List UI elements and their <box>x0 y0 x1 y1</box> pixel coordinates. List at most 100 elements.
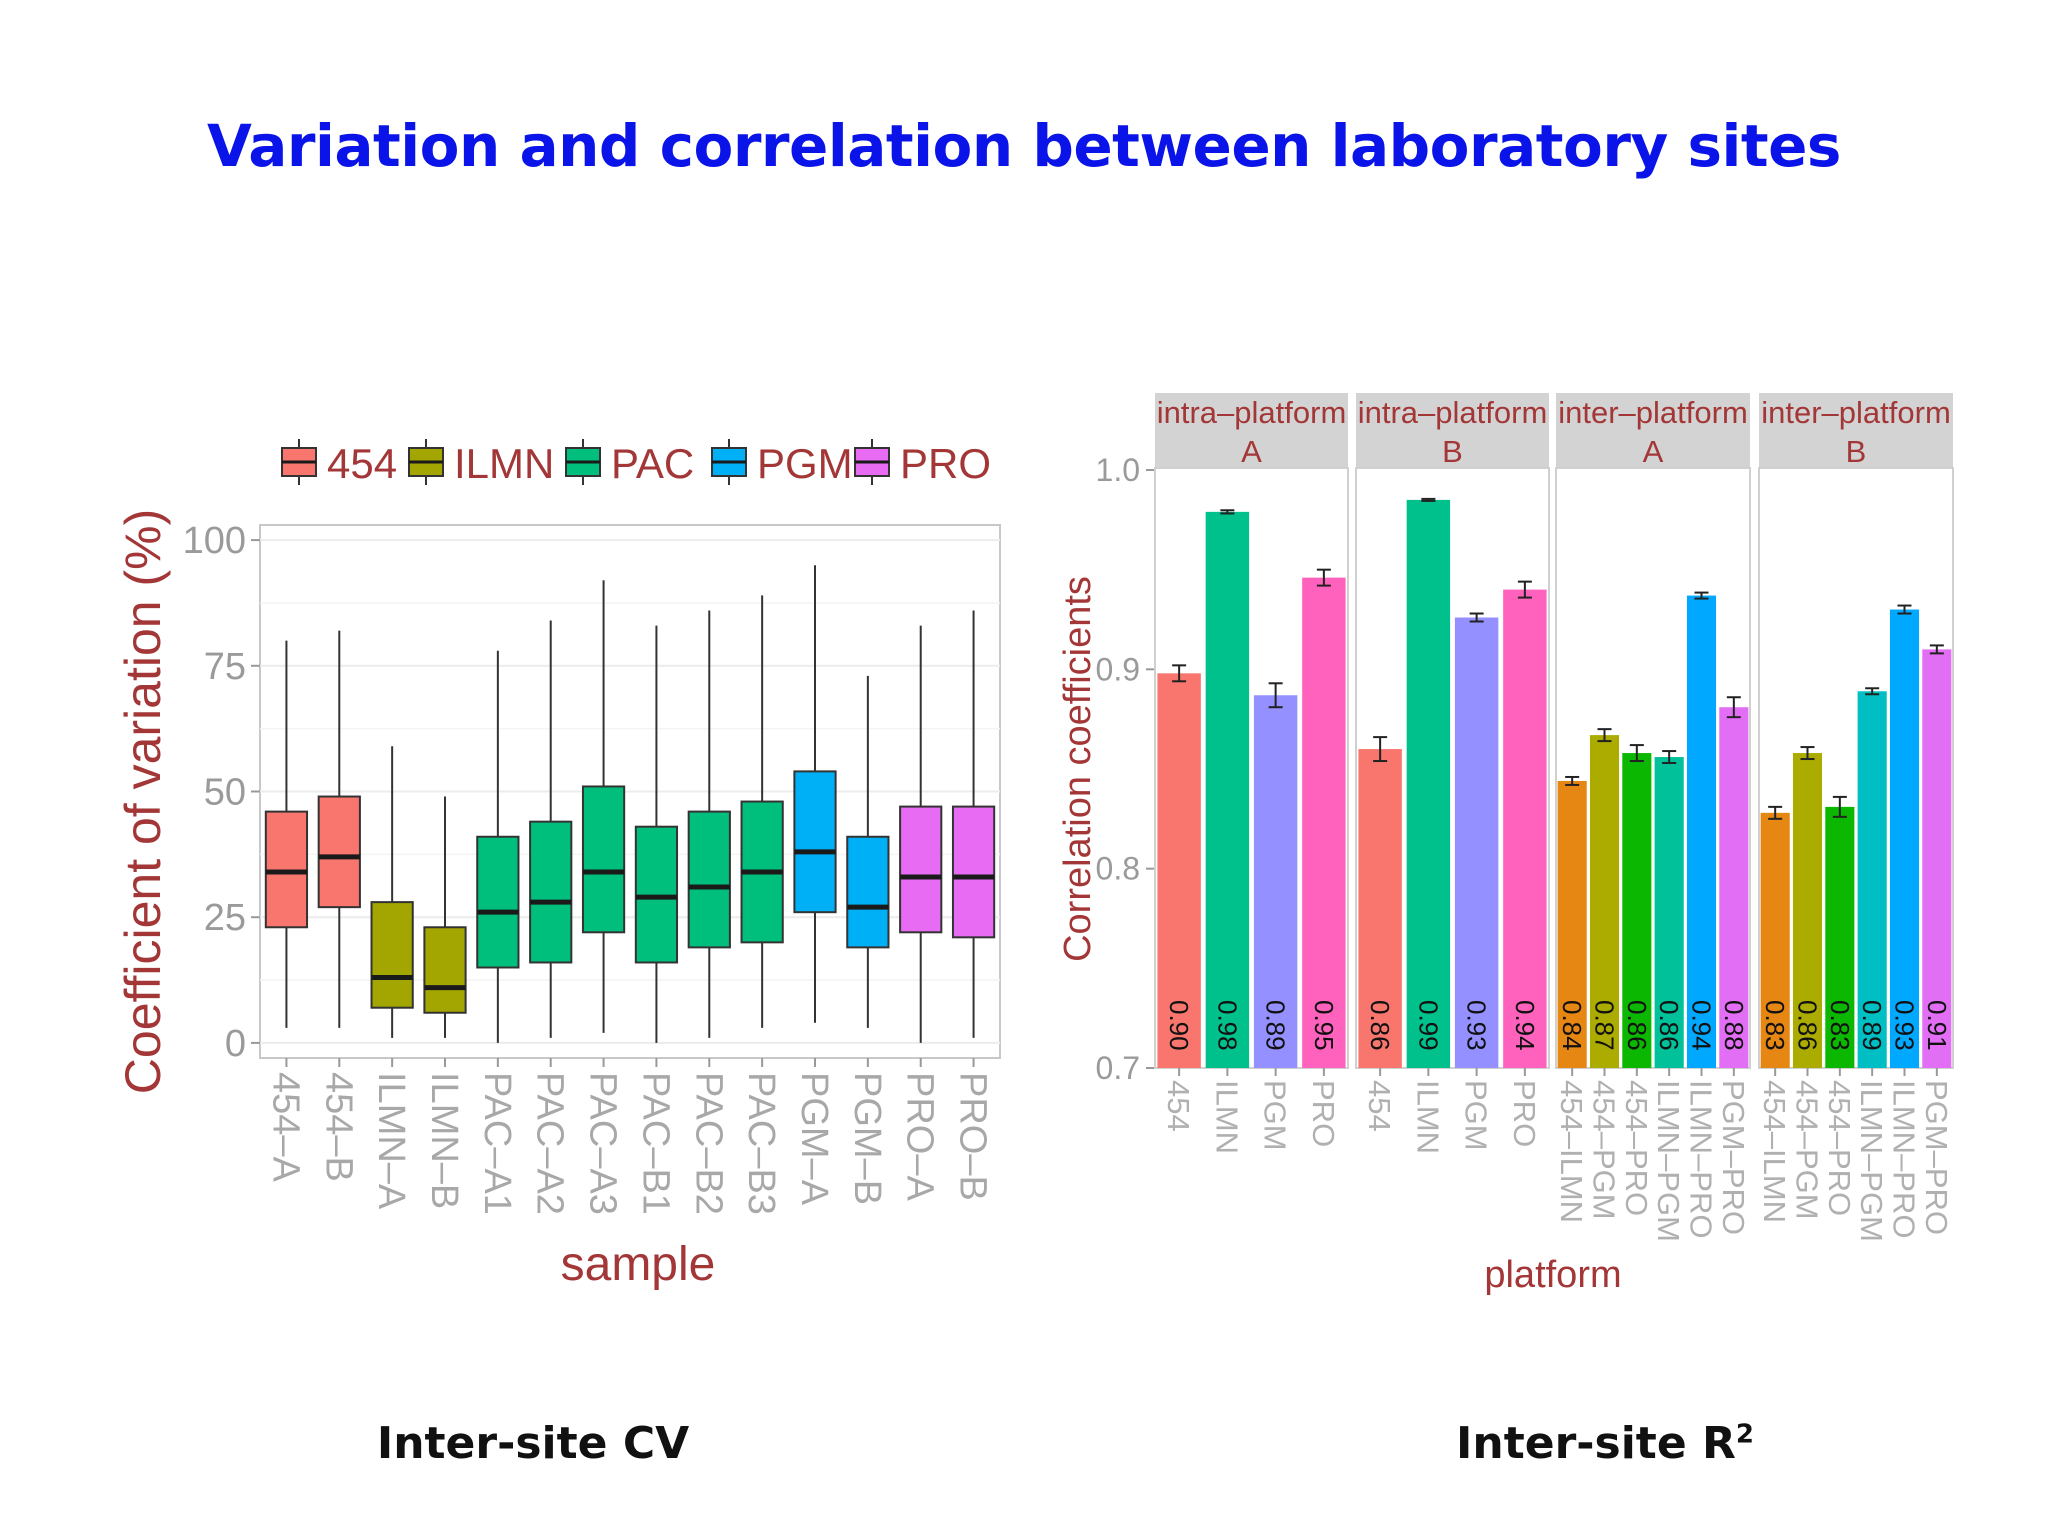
r2-facet-title-line1: inter–platform <box>1558 395 1748 430</box>
r2-x-tick-label: PGM <box>1459 1080 1494 1151</box>
r2-bar <box>1157 673 1201 1068</box>
cv-y-tick-label: 25 <box>204 897 246 939</box>
slide-title: Variation and correlation between labora… <box>207 112 1841 180</box>
r2-bar <box>1792 753 1823 1068</box>
r2-x-tick-label: PRO <box>1507 1080 1542 1147</box>
r2-facet-title-line2: A <box>1643 434 1664 469</box>
caption-inter-site-r2: Inter-site R2 <box>1355 1418 1855 1469</box>
cv-box <box>899 805 943 934</box>
r2-bar <box>1589 735 1620 1068</box>
cv-legend-label: ILMN <box>454 440 554 487</box>
r2-bar <box>1922 649 1952 1068</box>
caption-inter-site-cv: Inter-site CV <box>376 1418 690 1469</box>
r2-bar-value-label: 0.87 <box>1590 1000 1620 1051</box>
r2-bar <box>1205 511 1250 1068</box>
cv-x-tick-label: PGM–B <box>846 1072 888 1205</box>
cv-box <box>476 835 520 969</box>
caption-r2-superscript: 2 <box>1735 1419 1754 1450</box>
cv-legend-label: PGM <box>757 440 853 487</box>
r2-bar <box>1503 589 1547 1068</box>
r2-bar-value-label: 0.86 <box>1793 1000 1823 1051</box>
r2-facet-strip <box>1356 393 1549 468</box>
r2-bar <box>1889 609 1920 1068</box>
r2-facet-title-line1: inter–platform <box>1761 395 1951 430</box>
cv-legend-item: 454 <box>281 439 397 487</box>
cv-legend-item: ILMN <box>408 439 554 487</box>
r2-bar-value-label: 0.98 <box>1212 1000 1242 1051</box>
r2-bar-value-label: 0.86 <box>1622 1000 1652 1051</box>
r2-facet-strip <box>1759 393 1953 468</box>
cv-x-axis-title: sample <box>561 1238 716 1291</box>
cv-x-tick-label: 454–B <box>317 1072 359 1182</box>
cv-legend-label: 454 <box>327 440 397 487</box>
r2-bar-value-label: 0.86 <box>1365 1000 1395 1051</box>
r2-x-tick-label: 454 <box>1161 1080 1196 1132</box>
r2-bar <box>1760 812 1790 1068</box>
r2-bar-value-label: 0.84 <box>1557 1000 1587 1051</box>
r2-x-tick-label: 454–ILMN <box>1757 1080 1792 1223</box>
cv-x-tick-label: ILMN–A <box>370 1072 412 1210</box>
r2-y-tick-label: 0.8 <box>1096 851 1140 887</box>
r2-x-tick-label: ILMN–PRO <box>1887 1080 1922 1238</box>
r2-y-tick-label: 0.9 <box>1096 651 1140 687</box>
r2-y-tick-label: 1.0 <box>1096 452 1140 488</box>
r2-x-tick-label: 454 <box>1362 1080 1397 1132</box>
r2-x-tick-label: PRO <box>1306 1080 1341 1147</box>
r2-bar <box>1557 780 1587 1068</box>
cv-box <box>846 835 890 949</box>
r2-x-tick-label: 454–ILMN <box>1554 1080 1589 1223</box>
cv-y-tick-label: 0 <box>225 1023 246 1065</box>
r2-bar-value-label: 0.91 <box>1922 1000 1952 1051</box>
r2-bar <box>1622 753 1652 1068</box>
cv-x-tick-label: 454–A <box>264 1072 306 1183</box>
cv-legend-item: PRO <box>854 439 991 487</box>
r2-x-tick-label: PGM–PRO <box>1919 1080 1954 1235</box>
cv-box <box>529 820 573 964</box>
r2-bar <box>1454 617 1499 1068</box>
r2-bar-value-label: 0.90 <box>1164 1000 1194 1051</box>
r2-facet-panel <box>1758 467 1954 1069</box>
cv-x-tick-label: PAC–A1 <box>476 1072 518 1215</box>
cv-legend-item: PAC <box>565 439 694 487</box>
r2-bar-value-label: 0.93 <box>1890 1000 1920 1051</box>
r2-x-tick-label: 454–PRO <box>1822 1080 1857 1216</box>
r2-bar-value-label: 0.94 <box>1510 1000 1540 1051</box>
r2-bar <box>1719 707 1749 1068</box>
r2-bar <box>1686 595 1717 1068</box>
r2-facet-title-line2: A <box>1241 434 1262 469</box>
r2-bar-value-label: 0.95 <box>1309 1000 1339 1051</box>
cv-x-tick-label: PAC–A2 <box>529 1072 571 1215</box>
r2-bar-value-label: 0.99 <box>1413 1000 1443 1051</box>
cv-box <box>687 810 731 949</box>
cv-x-tick-label: PRO–B <box>952 1072 994 1201</box>
cv-box <box>370 901 414 1009</box>
cv-box <box>317 795 361 909</box>
r2-facet-title-line1: intra–platform <box>1157 395 1347 430</box>
r2-bar-value-label: 0.93 <box>1462 1000 1492 1051</box>
r2-bar <box>1253 695 1298 1068</box>
r2-bar-value-label: 0.94 <box>1687 1000 1717 1051</box>
r2-x-axis-title: platform <box>1484 1254 1621 1296</box>
cv-legend-label: PAC <box>611 440 694 487</box>
cv-x-tick-label: ILMN–B <box>423 1072 465 1209</box>
cv-x-tick-label: PRO–A <box>899 1072 941 1201</box>
r2-x-tick-label: 454–PGM <box>1790 1080 1825 1220</box>
r2-y-tick-label: 0.7 <box>1096 1050 1140 1086</box>
r2-facet-title-line2: B <box>1442 434 1463 469</box>
r2-bar <box>1358 749 1402 1068</box>
r2-facet-panel <box>1555 467 1751 1069</box>
r2-x-tick-label: 454–PGM <box>1587 1080 1622 1220</box>
cv-y-tick-label: 75 <box>204 646 246 688</box>
r2-facet-title-line2: B <box>1846 434 1867 469</box>
cv-x-tick-label: PGM–A <box>793 1072 835 1206</box>
r2-x-tick-label: ILMN–PRO <box>1684 1080 1719 1238</box>
r2-x-tick-label: PGM <box>1258 1080 1293 1151</box>
r2-facet-title-line1: intra–platform <box>1358 395 1548 430</box>
cv-y-tick-label: 50 <box>204 772 246 814</box>
cv-box <box>634 825 679 964</box>
r2-facet-strip <box>1556 393 1750 468</box>
r2-bar <box>1825 806 1855 1068</box>
r2-bar <box>1857 691 1887 1068</box>
r2-facet-strip <box>1155 393 1348 468</box>
r2-bar-value-label: 0.86 <box>1654 1000 1684 1051</box>
